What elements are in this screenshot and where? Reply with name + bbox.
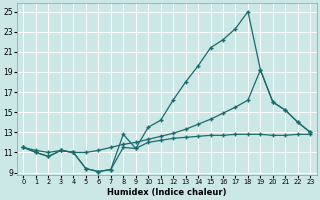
X-axis label: Humidex (Indice chaleur): Humidex (Indice chaleur)	[107, 188, 227, 197]
